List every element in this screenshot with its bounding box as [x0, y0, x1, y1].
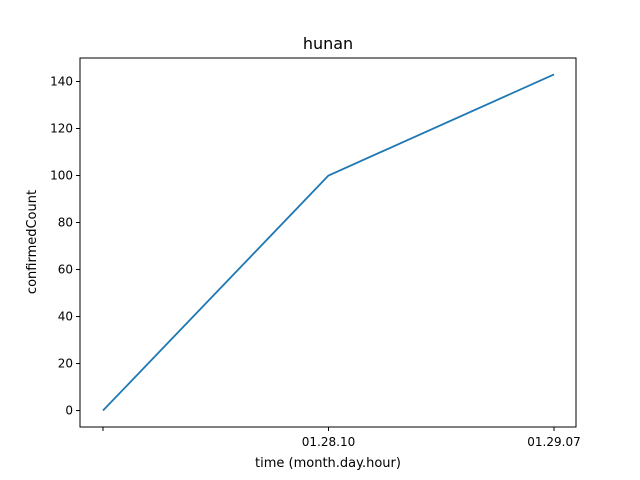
y-tick-label: 20 [58, 357, 73, 371]
y-tick-label: 140 [50, 75, 73, 89]
y-tick-label: 80 [58, 216, 73, 230]
x-tick-label: 01.28.10 [302, 435, 355, 449]
y-axis-ticks: 0 20 40 60 80 100 120 140 [50, 75, 80, 418]
y-tick-label: 120 [50, 122, 73, 136]
y-tick-label: 60 [58, 263, 73, 277]
y-tick-label: 40 [58, 310, 73, 324]
plot-series [102, 73, 555, 412]
y-tick-label: 0 [65, 404, 73, 418]
chart-title: hunan [303, 34, 353, 53]
x-axis-ticks: 01.28.10 01.29.07 [102, 427, 581, 449]
x-axis-label: time (month.day.hour) [255, 456, 401, 471]
y-axis-label: confirmedCount [25, 190, 40, 294]
plot-frame [79, 57, 577, 428]
x-tick-label: 01.29.07 [527, 435, 580, 449]
y-tick-label: 100 [50, 169, 73, 183]
